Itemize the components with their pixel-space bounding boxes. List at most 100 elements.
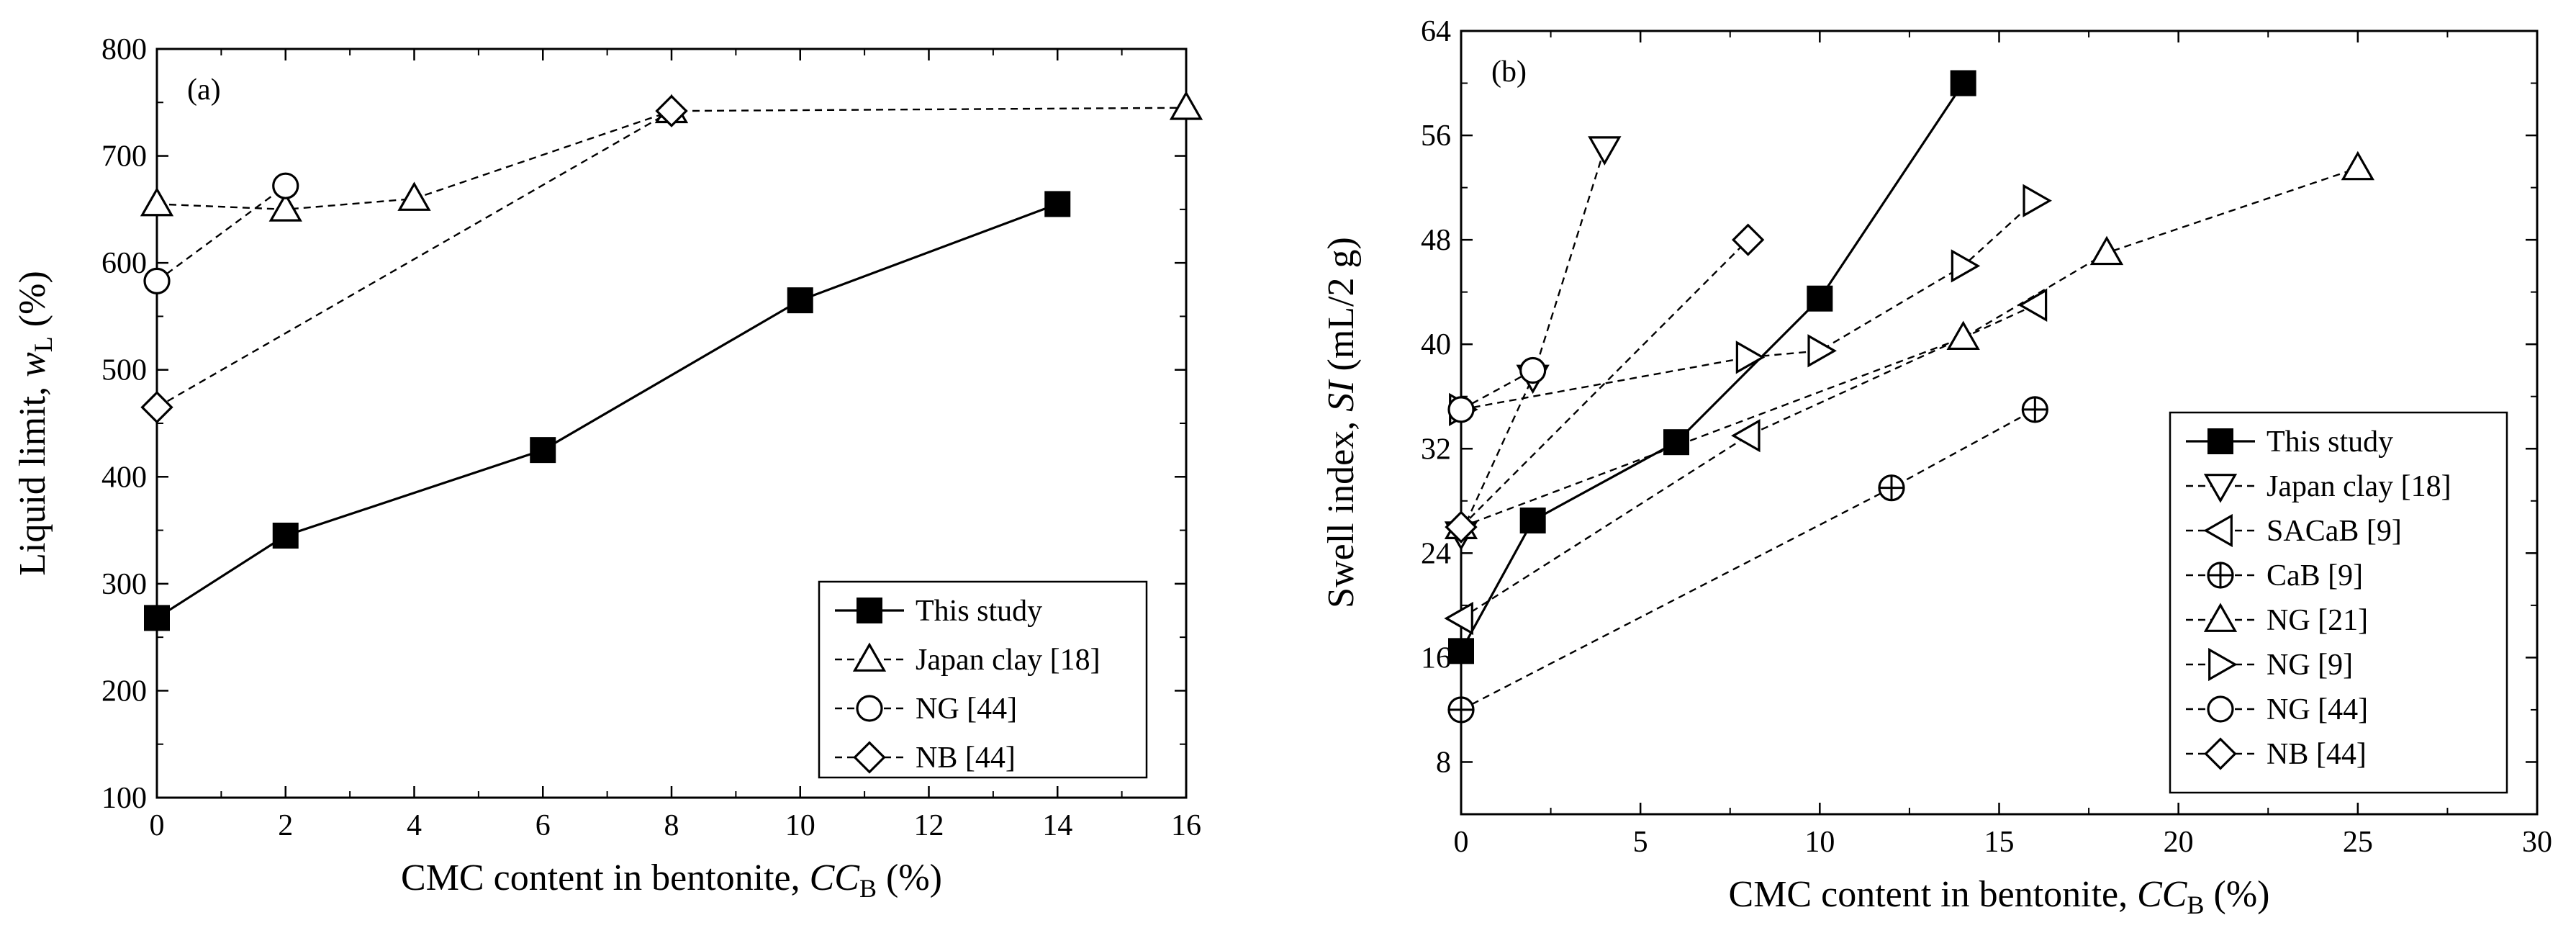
legend: This study Japan clay [18] SACaB [9] CaB [9… xyxy=(2169,411,2508,794)
legend-item: Japan clay [18] xyxy=(2186,470,2451,503)
data-point xyxy=(268,192,302,222)
legend-label: NG [21] xyxy=(2267,604,2368,637)
series-line xyxy=(1460,369,1534,410)
series-line xyxy=(1460,148,1606,534)
x-tick-label: 20 xyxy=(2164,826,2194,859)
legend-item: NG [9] xyxy=(2186,647,2353,682)
legend-marker xyxy=(2208,647,2238,682)
y-tick-label: 16 xyxy=(1421,641,1451,675)
y-tick-label: 100 xyxy=(101,782,147,815)
data-point xyxy=(1519,356,1547,384)
y-tick-label: 200 xyxy=(101,675,147,708)
data-point xyxy=(655,94,688,127)
data-point xyxy=(140,391,173,424)
series-line xyxy=(156,185,286,282)
legend-item: Japan clay [18] xyxy=(835,642,1101,677)
data-point xyxy=(143,267,171,294)
legend-label: NB [44] xyxy=(2267,738,2367,771)
series-line xyxy=(156,110,672,408)
data-point xyxy=(2023,184,2052,217)
data-point xyxy=(1731,418,1761,453)
data-point xyxy=(530,437,556,464)
legend-item: SACaB [9] xyxy=(2186,513,2402,548)
data-point xyxy=(397,181,431,211)
series-ng-44 xyxy=(143,172,299,294)
data-point xyxy=(2089,235,2124,266)
legend-marker xyxy=(2203,474,2238,503)
legend-item: This study xyxy=(835,595,1042,628)
data-point xyxy=(1447,396,1475,423)
data-point xyxy=(1735,341,1766,374)
legend-label: NG [44] xyxy=(2267,693,2368,726)
y-tick-label: 400 xyxy=(101,461,147,494)
legend-marker xyxy=(856,695,883,722)
x-tick-label: 25 xyxy=(2343,826,2373,859)
legend-item: This study xyxy=(2186,425,2393,459)
data-point xyxy=(1878,474,1905,502)
legend-label: NB [44] xyxy=(916,742,1016,775)
x-tick-label: 6 xyxy=(535,809,551,842)
data-point xyxy=(1447,696,1475,724)
data-point xyxy=(1951,249,1981,283)
data-point xyxy=(2017,288,2048,322)
x-axis-title: CMC content in bentonite, CCB (%) xyxy=(1729,874,2270,919)
panel-b-swell-index-chart: 0 5 10 15 20 25 30 8 16 24 32 40 48 56 64 (b) CMC conten… xyxy=(1321,15,2552,919)
panel-label: (b) xyxy=(1491,55,1527,89)
legend-marker xyxy=(853,741,886,774)
x-tick-label: 5 xyxy=(1633,826,1648,859)
legend-item: NG [44] xyxy=(835,693,1017,726)
data-point xyxy=(144,605,170,631)
series-nb-44 xyxy=(140,94,688,424)
x-tick-label: 10 xyxy=(1804,826,1835,859)
data-point xyxy=(272,523,299,549)
data-point xyxy=(272,172,299,199)
legend-item: NB [44] xyxy=(2186,737,2367,771)
data-point xyxy=(1445,510,1478,544)
data-point xyxy=(1444,601,1473,636)
data-point xyxy=(1732,223,1765,256)
legend-label: This study xyxy=(2267,425,2393,459)
series-nb-44 xyxy=(1445,223,1765,544)
data-point xyxy=(1950,70,1976,96)
y-tick-label: 8 xyxy=(1436,746,1451,779)
data-point xyxy=(1169,91,1203,120)
series-line xyxy=(156,202,1058,619)
x-tick-label: 4 xyxy=(407,809,422,842)
x-tick-label: 8 xyxy=(664,809,679,842)
x-axis-title: CMC content in bentonite, CCB (%) xyxy=(401,857,942,903)
legend-label: Japan clay [18] xyxy=(2267,470,2451,503)
y-tick-label: 24 xyxy=(1421,537,1451,570)
data-point xyxy=(1588,136,1622,166)
data-point xyxy=(1807,334,1837,368)
legend-label: NG [44] xyxy=(916,693,1017,726)
y-axis-title: Swell index, SI (mL/2 g) xyxy=(1321,237,1362,608)
y-tick-label: 32 xyxy=(1421,433,1451,466)
data-point xyxy=(1663,429,1689,456)
data-point xyxy=(1448,638,1474,664)
y-tick-label: 40 xyxy=(1421,328,1451,361)
legend-marker xyxy=(857,598,882,623)
legend: This study Japan clay [18] NG [44] NB [44] xyxy=(818,580,1148,779)
x-tick-label: 14 xyxy=(1042,809,1072,842)
data-point xyxy=(787,287,813,314)
legend-marker xyxy=(2204,737,2237,770)
legend-item: NG [21] xyxy=(2186,603,2368,637)
legend-label: SACaB [9] xyxy=(2267,515,2402,548)
series-ng-9 xyxy=(1449,184,2052,427)
legend-item: NB [44] xyxy=(835,741,1016,775)
legend-marker xyxy=(2207,562,2234,589)
y-tick-label: 56 xyxy=(1421,120,1451,153)
legend-marker xyxy=(2207,428,2233,454)
series-this-study xyxy=(1448,70,1976,664)
y-axis-title: Liquid limit, wL (%) xyxy=(12,271,58,576)
legend-marker xyxy=(2203,603,2238,632)
series-line xyxy=(1460,239,1749,528)
data-point xyxy=(140,186,174,217)
series-line xyxy=(1460,304,2035,620)
y-tick-label: 48 xyxy=(1421,224,1451,257)
y-tick-label: 700 xyxy=(101,140,147,173)
x-tick-label: 12 xyxy=(914,809,944,842)
series-line xyxy=(1460,408,2035,711)
y-tick-label: 500 xyxy=(101,354,147,387)
